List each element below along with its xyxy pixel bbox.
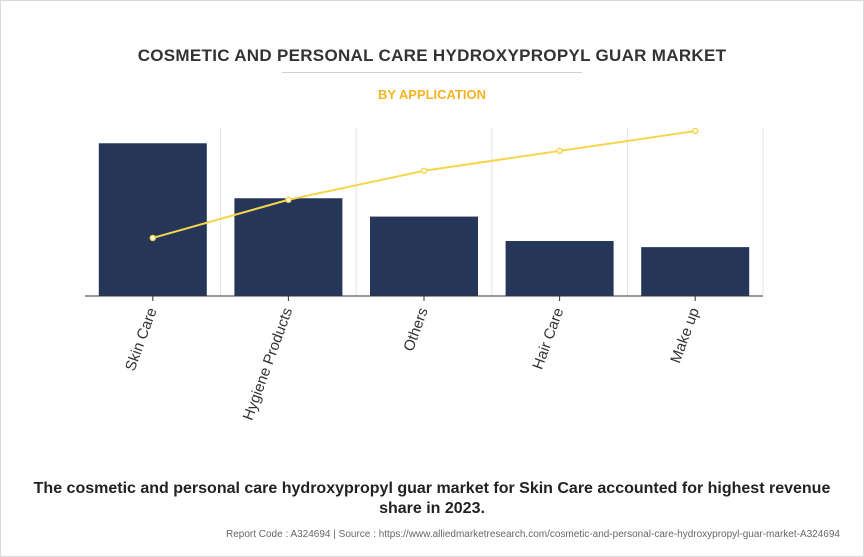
line-point — [420, 167, 428, 175]
chart-caption: The cosmetic and personal care hydroxypr… — [33, 480, 831, 517]
footer-separator: | — [333, 529, 336, 540]
x-tick-label: Make up — [667, 306, 703, 366]
x-tick-label: Hygiene Products — [240, 306, 296, 423]
line-point — [691, 127, 699, 135]
bar-line-chart: Skin Care Hygiene Products Others Hair Care… — [85, 127, 764, 423]
chart-title: COSMETIC AND PERSONAL CARE HYDROXYPROPYL… — [137, 46, 727, 65]
source-link[interactable]: Source : https://www.alliedmarketresearc… — [338, 529, 840, 540]
bar — [370, 216, 478, 296]
bar — [98, 143, 207, 296]
bar — [234, 198, 343, 296]
x-tick-label: Others — [400, 306, 431, 354]
x-tick-label: Hair Care — [529, 306, 567, 372]
x-tick-label: Skin Care — [122, 306, 161, 374]
line-point — [556, 147, 563, 155]
report-code: Report Code : A324694 — [225, 529, 331, 540]
line-point — [149, 234, 157, 242]
title-divider — [282, 72, 582, 73]
chart-subtitle: BY APPLICATION — [377, 87, 487, 102]
footer: Report Code : A324694 | Source : https:/… — [226, 529, 840, 540]
line-point — [285, 196, 292, 204]
bar — [641, 247, 750, 296]
bar — [505, 241, 614, 296]
